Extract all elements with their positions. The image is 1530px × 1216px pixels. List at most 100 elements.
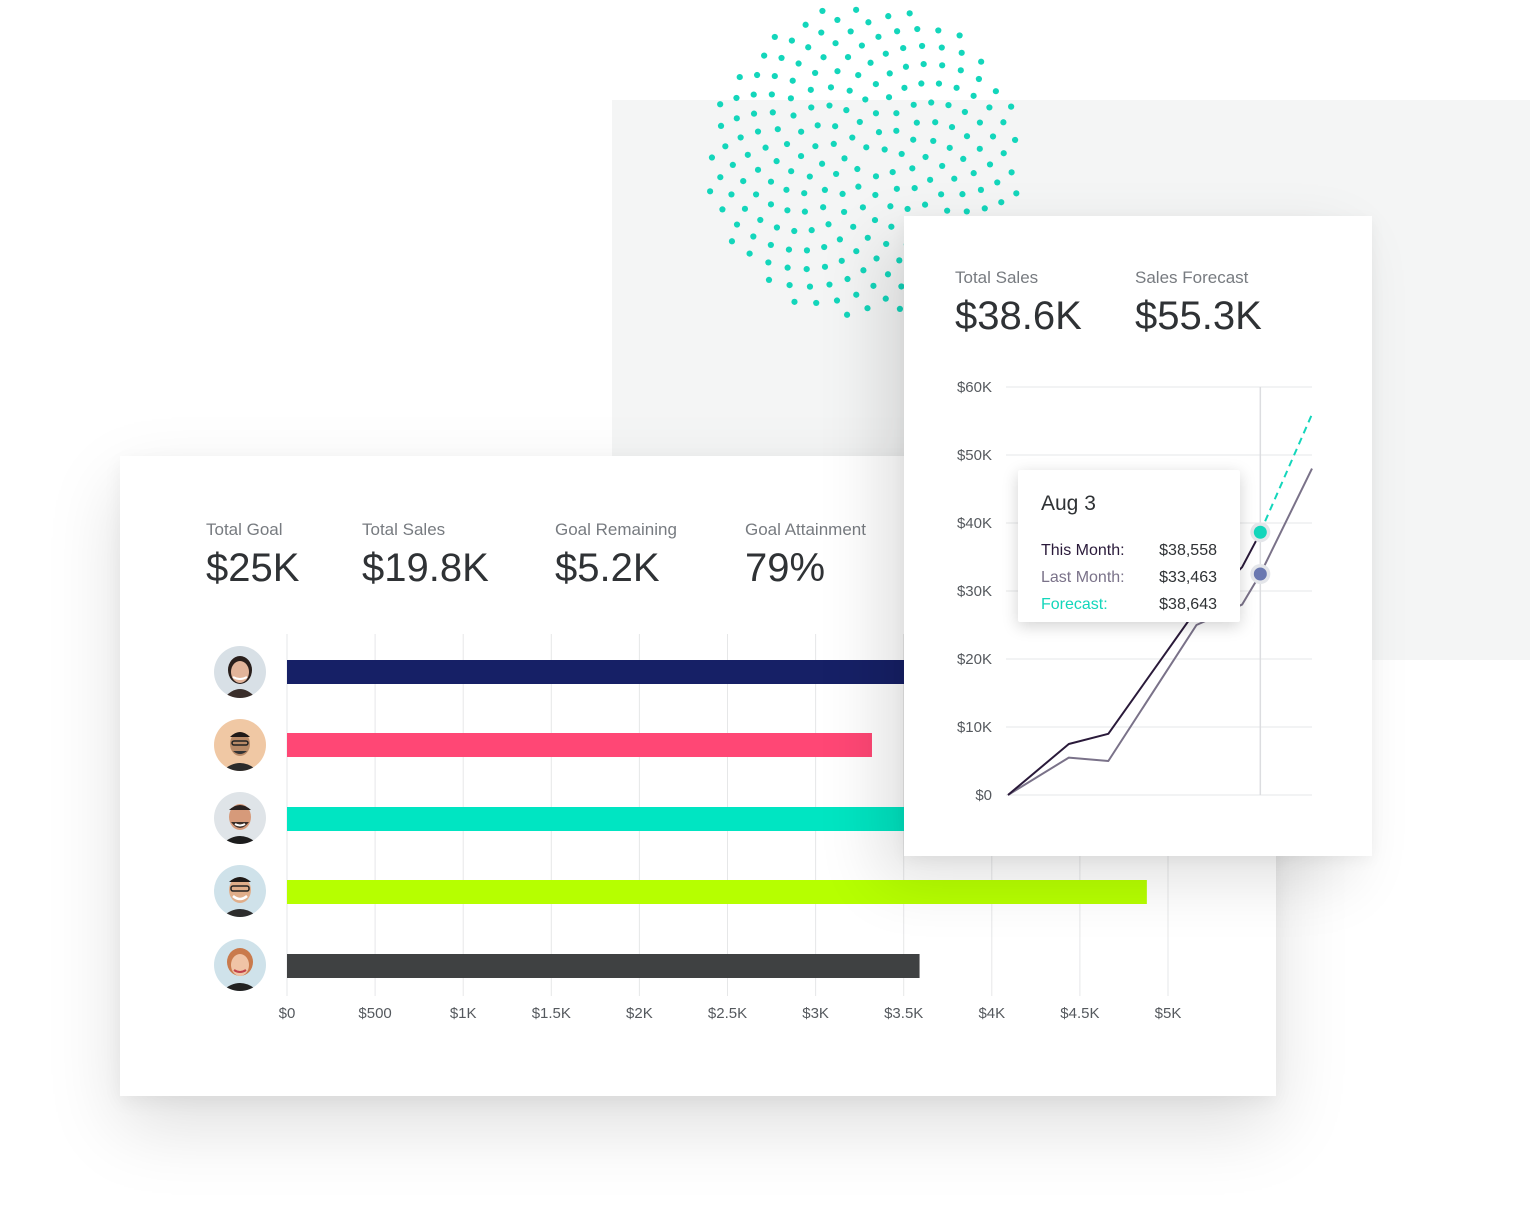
stat-goal-remaining: Goal Remaining $5.2K	[555, 520, 677, 591]
pattern-dot	[832, 123, 839, 130]
pattern-dot	[795, 60, 802, 67]
pattern-dot	[853, 248, 860, 255]
pattern-dot	[887, 203, 894, 210]
pattern-dot	[900, 44, 907, 52]
pattern-dot	[885, 13, 892, 20]
sales-by-rep-bar-chart: $0 $500 $1K $1.5K $2K $2.5K $3K $3.5K $4K $4.5K $5…	[279, 634, 1181, 1022]
pattern-dot	[1000, 150, 1007, 157]
pattern-dot	[935, 80, 943, 87]
pattern-dot	[1013, 190, 1020, 197]
pattern-dot	[750, 233, 757, 240]
pattern-dot	[826, 102, 833, 109]
pattern-dot	[832, 40, 839, 47]
pattern-dot	[1000, 119, 1007, 126]
pattern-dot	[728, 238, 736, 245]
pattern-dot	[946, 144, 953, 151]
pattern-dot	[754, 128, 762, 135]
pattern-dot	[740, 177, 747, 185]
pattern-dot	[717, 122, 725, 129]
pattern-dot	[746, 250, 753, 257]
bar-2[interactable]	[287, 733, 872, 757]
pattern-dot	[841, 208, 848, 216]
tooltip-label: Last Month:	[1041, 569, 1125, 586]
avatar-rep-1[interactable]	[214, 646, 266, 698]
point-last-month[interactable]	[1253, 567, 1267, 581]
pattern-dot	[813, 299, 820, 307]
pattern-dot	[830, 140, 837, 148]
pattern-dot	[918, 42, 926, 50]
pattern-dot	[963, 133, 971, 140]
pattern-dot	[820, 204, 827, 211]
bar-3[interactable]	[287, 807, 931, 831]
pattern-dot	[898, 283, 905, 290]
pattern-dot	[717, 174, 724, 181]
pattern-dot	[893, 185, 900, 192]
pattern-dot	[1008, 169, 1015, 176]
pattern-dot	[847, 28, 854, 35]
pattern-dot	[871, 216, 879, 224]
pattern-dot	[963, 208, 970, 215]
pattern-dot	[939, 162, 946, 170]
pattern-dot	[778, 54, 785, 62]
pattern-dot	[808, 227, 815, 234]
pattern-dot	[884, 271, 892, 278]
pattern-dot	[761, 52, 768, 59]
pattern-dot	[914, 25, 921, 33]
pattern-dot	[762, 144, 769, 151]
tooltip-row-forecast: Forecast: $38,643	[1041, 596, 1217, 614]
tooltip-label: This Month:	[1041, 542, 1125, 559]
bar-1[interactable]	[287, 660, 957, 684]
pattern-dot	[928, 99, 935, 106]
pattern-dot	[750, 91, 757, 98]
pattern-dot	[855, 183, 862, 190]
pattern-dot	[976, 145, 983, 152]
pattern-dot	[920, 61, 927, 68]
x-tick-label: $3K	[802, 1005, 829, 1022]
pattern-dot	[849, 134, 856, 141]
pattern-dot	[798, 128, 805, 135]
sales-forecast-card: Total Sales $38.6K Sales Forecast $55.3K…	[904, 216, 1372, 856]
pattern-dot	[986, 161, 994, 168]
avatar-rep-3[interactable]	[214, 792, 266, 844]
pattern-dot	[708, 154, 716, 161]
pattern-dot	[896, 305, 904, 312]
y-tick-label: $30K	[957, 583, 992, 600]
pattern-dot	[836, 236, 843, 243]
bar-5[interactable]	[287, 954, 920, 978]
pattern-dot	[961, 108, 968, 116]
x-tick-label: $1K	[450, 1005, 477, 1022]
point-forecast[interactable]	[1253, 525, 1267, 539]
pattern-dot	[981, 205, 988, 212]
pattern-dot	[858, 42, 865, 49]
pattern-dot	[978, 58, 985, 65]
avatar-rep-5[interactable]	[214, 939, 266, 991]
y-tick-label: $40K	[957, 515, 992, 532]
pattern-dot	[998, 199, 1005, 206]
tooltip-row-last-month: Last Month: $33,463	[1041, 569, 1217, 587]
x-tick-label: $4.5K	[1060, 1005, 1099, 1022]
tooltip-value: $38,558	[1159, 542, 1217, 559]
avatar-rep-4[interactable]	[214, 865, 266, 917]
bar-4[interactable]	[287, 880, 1147, 904]
pattern-dot	[902, 63, 910, 70]
pattern-dot	[889, 169, 896, 176]
pattern-dot	[875, 33, 882, 40]
pattern-dot	[821, 243, 828, 251]
pattern-dot	[719, 206, 726, 213]
pattern-dot	[938, 44, 945, 51]
pattern-dot	[752, 191, 760, 198]
pattern-dot	[750, 110, 758, 117]
pattern-dot	[953, 84, 960, 91]
pattern-dot	[790, 112, 797, 119]
avatar-rep-2[interactable]	[214, 719, 266, 771]
pattern-dot	[784, 264, 791, 271]
x-tick-label: $4K	[978, 1005, 1005, 1022]
pattern-dot	[803, 266, 810, 273]
pattern-dot	[886, 70, 893, 77]
pattern-dot	[767, 178, 775, 185]
pattern-dot	[833, 170, 840, 178]
pattern-dot	[850, 223, 857, 230]
pattern-dot	[717, 101, 724, 108]
pattern-dot	[893, 110, 900, 117]
pattern-dot	[976, 119, 984, 126]
